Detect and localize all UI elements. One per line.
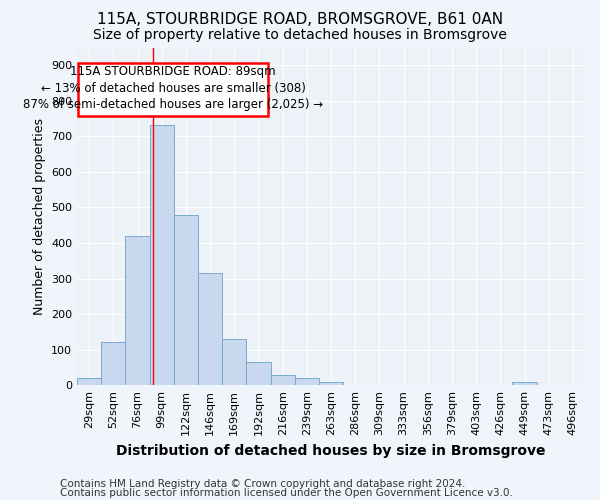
- Bar: [319, 382, 343, 385]
- Text: 115A, STOURBRIDGE ROAD, BROMSGROVE, B61 0AN: 115A, STOURBRIDGE ROAD, BROMSGROVE, B61 …: [97, 12, 503, 28]
- Bar: [125, 236, 149, 385]
- Bar: [222, 339, 247, 385]
- Text: Size of property relative to detached houses in Bromsgrove: Size of property relative to detached ho…: [93, 28, 507, 42]
- Text: Contains HM Land Registry data © Crown copyright and database right 2024.: Contains HM Land Registry data © Crown c…: [60, 479, 466, 489]
- Bar: [271, 375, 295, 385]
- Bar: [101, 342, 125, 385]
- Bar: [198, 273, 222, 385]
- Bar: [247, 362, 271, 385]
- Bar: [295, 378, 319, 385]
- FancyBboxPatch shape: [78, 64, 268, 116]
- Bar: [512, 382, 536, 385]
- Text: 115A STOURBRIDGE ROAD: 89sqm: 115A STOURBRIDGE ROAD: 89sqm: [70, 65, 276, 78]
- Bar: [174, 214, 198, 385]
- Bar: [149, 124, 174, 385]
- Text: Contains public sector information licensed under the Open Government Licence v3: Contains public sector information licen…: [60, 488, 513, 498]
- X-axis label: Distribution of detached houses by size in Bromsgrove: Distribution of detached houses by size …: [116, 444, 546, 458]
- Bar: [77, 378, 101, 385]
- Text: ← 13% of detached houses are smaller (308): ← 13% of detached houses are smaller (30…: [41, 82, 305, 94]
- Text: 87% of semi-detached houses are larger (2,025) →: 87% of semi-detached houses are larger (…: [23, 98, 323, 111]
- Y-axis label: Number of detached properties: Number of detached properties: [32, 118, 46, 315]
